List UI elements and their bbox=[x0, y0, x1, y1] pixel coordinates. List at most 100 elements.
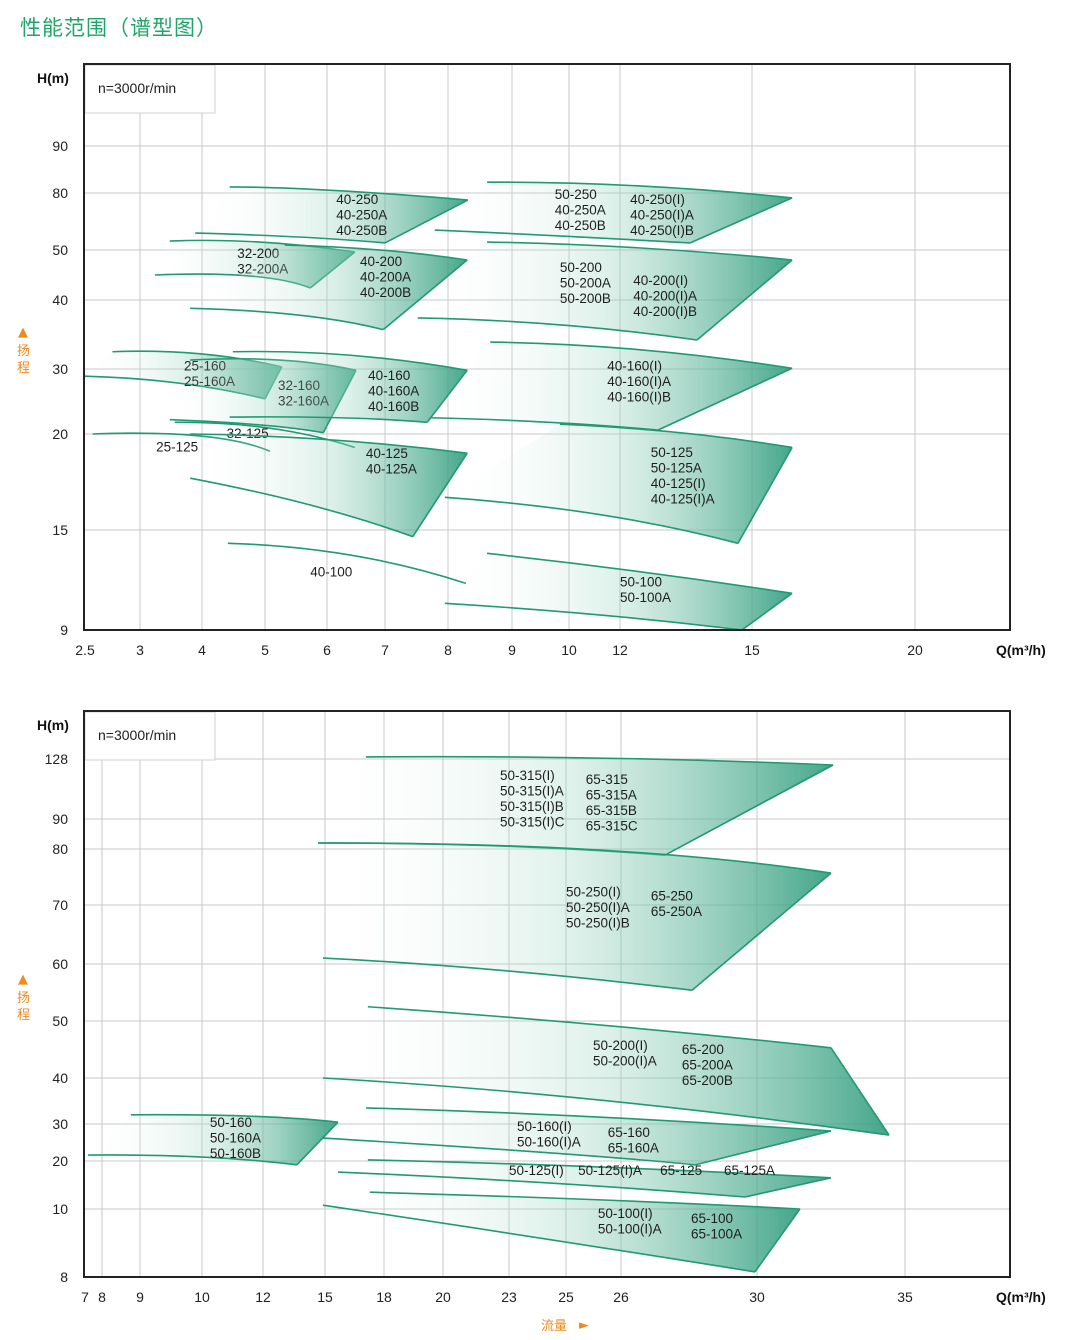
pump-model-label: 40-200B bbox=[360, 285, 411, 300]
region-right-edge bbox=[384, 199, 469, 244]
region-top-curve bbox=[367, 1159, 832, 1179]
pump-model-label: 40-160A bbox=[368, 384, 419, 399]
right-arrow-icon: ► bbox=[579, 1318, 589, 1333]
x-tick-label: 5 bbox=[261, 642, 269, 658]
region-bottom-curve bbox=[444, 496, 739, 545]
pump-model-label: 50-315(I)A bbox=[500, 784, 564, 799]
region-bottom-curve bbox=[88, 1154, 297, 1166]
pump-model-label: 40-125A bbox=[366, 462, 417, 477]
x-tick-label: 10 bbox=[194, 1289, 210, 1305]
region-fill bbox=[190, 434, 468, 537]
region-top-curve bbox=[365, 755, 834, 766]
region-top-curve bbox=[490, 341, 793, 370]
x-tick-label: 9 bbox=[136, 1289, 144, 1305]
y-hint-char: 程 bbox=[17, 361, 30, 376]
pump-model-label: 50-160(I)A bbox=[517, 1135, 581, 1150]
region-top-curve bbox=[367, 1005, 832, 1049]
x-tick-label: 23 bbox=[501, 1289, 517, 1305]
region-top-curve bbox=[487, 241, 793, 261]
chart-1: 2.5 3 4 5 6 7 8 9 10 12 15 2090805040302015940-2504… bbox=[17, 63, 1046, 658]
performance-region: 40-100 bbox=[227, 542, 467, 585]
pump-model-label: 65-160 bbox=[608, 1125, 650, 1140]
pump-model-label: 50-200A bbox=[560, 276, 611, 291]
pump-model-label: 40-200(I)A bbox=[633, 289, 697, 304]
y-tick-label: 50 bbox=[52, 1013, 68, 1029]
region-right-edge bbox=[694, 1130, 832, 1166]
region-right-edge bbox=[744, 1177, 832, 1198]
pump-model-label: 65-315B bbox=[586, 803, 637, 818]
performance-region: 50-250(I)50-250(I)A50-250(I)B 65-25065-25… bbox=[317, 842, 832, 992]
region-right-edge bbox=[754, 1208, 801, 1273]
pump-model-label: 50-125(I) bbox=[509, 1163, 564, 1178]
x-tick-label: 25 bbox=[558, 1289, 574, 1305]
region-bottom-curve bbox=[417, 317, 698, 341]
y-tick-label: 90 bbox=[52, 811, 68, 827]
region-top-curve bbox=[284, 244, 468, 261]
region-bottom-curve bbox=[322, 1137, 696, 1166]
x-axis-label: Q(m³/h) bbox=[996, 642, 1046, 658]
pump-model-label: 65-160A bbox=[608, 1140, 659, 1155]
region-right-edge bbox=[664, 764, 834, 856]
pump-model-label: 40-200A bbox=[360, 270, 411, 285]
pump-model-label: 40-160 bbox=[368, 368, 410, 383]
pump-model-label: 40-250 bbox=[336, 192, 378, 207]
region-top-curve bbox=[130, 1113, 339, 1123]
performance-region: 50-315(I)50-315(I)A50-315(I)B50-315(I)C 6… bbox=[317, 755, 834, 856]
x-tick-label: 15 bbox=[744, 642, 760, 658]
up-arrow-icon: ▲ bbox=[18, 972, 28, 987]
pump-model-label: 40-250B bbox=[555, 218, 606, 233]
region-bottom-curve bbox=[444, 602, 742, 631]
region-top-curve bbox=[227, 542, 467, 585]
x-tick-label: 3 bbox=[136, 642, 144, 658]
region-fill bbox=[317, 756, 834, 856]
pump-model-label: 65-315C bbox=[586, 818, 638, 833]
region-right-edge bbox=[657, 367, 793, 431]
region-fill bbox=[444, 424, 793, 544]
x-tick-label: 4 bbox=[198, 642, 206, 658]
speed-box bbox=[84, 64, 216, 114]
y-hint-char: 程 bbox=[17, 1008, 30, 1023]
y-tick-label: 8 bbox=[60, 1269, 68, 1285]
x-tick-label: 35 bbox=[897, 1289, 913, 1305]
region-top-curve bbox=[369, 1191, 800, 1210]
region-top-curve bbox=[317, 842, 832, 874]
pump-model-label: 50-250(I)B bbox=[566, 916, 630, 931]
pump-model-label: 50-100 bbox=[620, 575, 662, 590]
pump-model-label: 40-250(I) bbox=[630, 192, 685, 207]
region-bottom-curve bbox=[169, 418, 324, 434]
region-bottom-curve bbox=[322, 1204, 756, 1273]
pump-model-label: 50-250(I) bbox=[566, 885, 621, 900]
y-tick-label: 80 bbox=[52, 841, 68, 857]
region-right-edge bbox=[412, 452, 468, 538]
plot-frame bbox=[83, 63, 1011, 631]
pump-model-label: 50-160 bbox=[210, 1115, 252, 1130]
pump-model-label: 65-100A bbox=[691, 1226, 742, 1241]
x-tick-label: 7 bbox=[381, 642, 389, 658]
y-tick-label: 9 bbox=[60, 622, 68, 638]
pump-model-label: 65-125 bbox=[660, 1163, 702, 1178]
pump-model-label: 40-250B bbox=[336, 223, 387, 238]
y-tick-label: 70 bbox=[52, 897, 68, 913]
x-tick-label: 8 bbox=[98, 1289, 106, 1305]
pump-model-label: 65-250 bbox=[651, 889, 693, 904]
pump-model-label: 65-315A bbox=[586, 787, 637, 802]
x-tick-label: 6 bbox=[323, 642, 331, 658]
pump-model-label: 40-125 bbox=[366, 446, 408, 461]
performance-region: 50-125(I) 50-125(I)A 65-125 65-125A bbox=[337, 1159, 832, 1198]
x-tick-label: 12 bbox=[612, 642, 628, 658]
x-tick-label: 10 bbox=[561, 642, 577, 658]
region-bottom-curve bbox=[434, 229, 691, 244]
y-axis-label: H(m) bbox=[37, 70, 69, 86]
pump-model-label: 40-160(I)B bbox=[607, 389, 671, 404]
y-hint-char: 扬 bbox=[17, 991, 30, 1006]
pump-model-label: 25-125 bbox=[156, 439, 198, 454]
speed-label: n=3000r/min bbox=[98, 727, 176, 743]
region-bottom-curve bbox=[322, 957, 693, 992]
chart-2: 7 8 9 10 12 15 18 20 23 25 26 30 35 128 90 80 70 60 50 40 30… bbox=[17, 710, 1046, 1334]
